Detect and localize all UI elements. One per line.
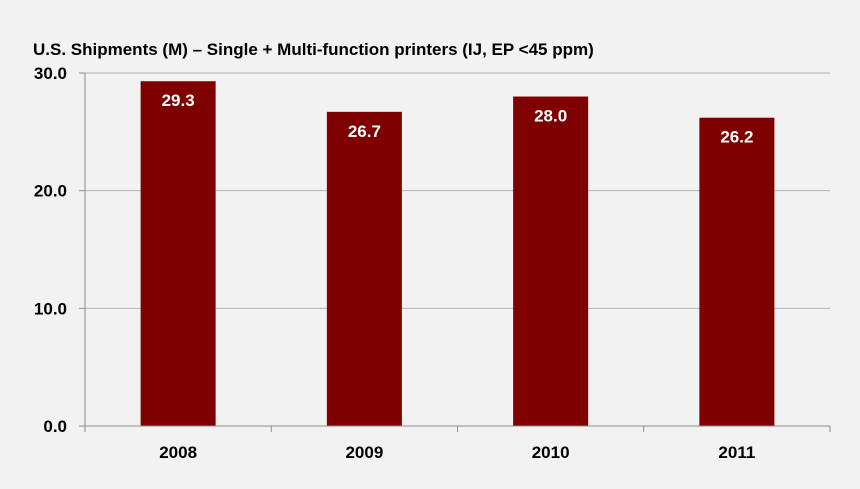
x-tick-label-2009: 2009 [345,443,383,462]
bar-2010 [513,96,589,427]
y-tick-label: 0.0 [43,417,67,436]
data-label-2010: 28.0 [534,107,567,126]
bar-2008 [140,81,216,426]
data-label-2011: 26.2 [720,128,753,147]
x-tick-label-2011: 2011 [718,443,755,462]
x-tick-label-2010: 2010 [532,443,570,462]
labels: 0.0 10.0 20.0 30.0 29.3 2008 26.7 2009 28.0 2010 2… [34,64,755,462]
data-label-2009: 26.7 [348,122,381,141]
x-tick-label-2008: 2008 [159,443,197,462]
bars [140,81,775,427]
axes [79,72,831,432]
chart-title: U.S. Shipments (M) – Single + Multi-func… [33,40,594,59]
y-tick-label: 10.0 [34,299,67,318]
y-tick-label: 30.0 [34,64,67,83]
y-tick-label: 20.0 [34,182,67,201]
data-label-2008: 29.3 [162,91,195,110]
bar-2011 [699,117,775,427]
bar-2009 [326,111,402,426]
